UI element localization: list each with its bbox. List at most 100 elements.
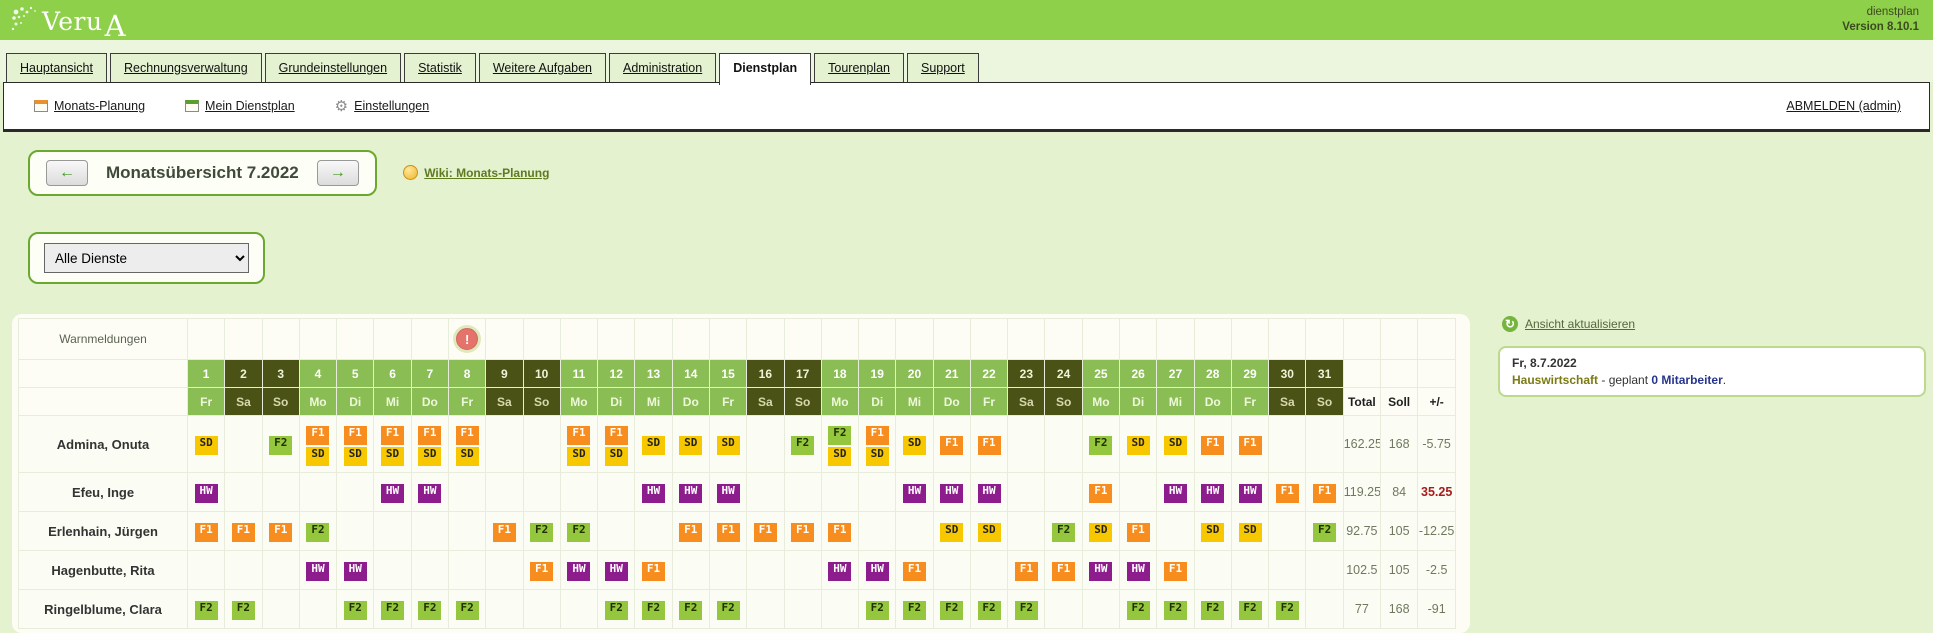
roster-cell[interactable]: HW [1193, 472, 1232, 512]
roster-cell[interactable] [373, 550, 412, 590]
roster-cell[interactable]: SD [1081, 511, 1121, 551]
roster-cell[interactable]: F2 [1081, 415, 1121, 473]
roster-cell[interactable] [522, 589, 561, 629]
roster-cell[interactable] [708, 550, 748, 590]
roster-cell[interactable] [932, 550, 971, 590]
tab-administration[interactable]: Administration [609, 53, 717, 82]
roster-cell[interactable]: F1 [1230, 415, 1270, 473]
roster-cell[interactable]: F2 [447, 589, 487, 629]
roster-cell[interactable]: F1 [671, 511, 710, 551]
roster-cell[interactable]: F1 [634, 550, 673, 590]
roster-cell[interactable] [485, 589, 524, 629]
roster-cell[interactable] [1119, 472, 1158, 512]
employee-name[interactable]: Efeu, Inge [18, 472, 188, 512]
roster-cell[interactable] [1007, 415, 1046, 473]
roster-cell[interactable]: F2 [1156, 589, 1195, 629]
roster-cell[interactable]: SD [895, 415, 934, 473]
roster-cell[interactable]: F1 [1156, 550, 1195, 590]
roster-cell[interactable] [746, 415, 785, 473]
wiki-link[interactable]: Wiki: Monats-Planung [424, 165, 550, 180]
roster-cell[interactable]: F2 [969, 589, 1009, 629]
roster-cell[interactable] [783, 589, 822, 629]
roster-cell[interactable]: HW [298, 550, 338, 590]
roster-cell[interactable] [634, 511, 673, 551]
roster-cell[interactable]: HW [820, 550, 860, 590]
prev-month-button[interactable]: ← [46, 160, 88, 186]
monats-planung-link[interactable]: Monats-Planung [54, 99, 146, 113]
tab-support[interactable]: Support [906, 53, 979, 82]
roster-cell[interactable]: F1 SD [447, 415, 487, 473]
roster-cell[interactable]: HW [1119, 550, 1158, 590]
roster-cell[interactable]: SD [708, 415, 748, 473]
roster-cell[interactable] [559, 589, 599, 629]
tab-dienstplan[interactable]: Dienstplan [719, 53, 812, 85]
employee-name[interactable]: Erlenhain, Jürgen [18, 511, 188, 551]
roster-cell[interactable]: HW [1156, 472, 1195, 512]
roster-cell[interactable]: F2 [1044, 511, 1083, 551]
roster-cell[interactable] [746, 472, 785, 512]
refresh-view-link[interactable]: Ansicht aktualisieren [1525, 317, 1636, 331]
next-month-button[interactable]: → [316, 160, 359, 186]
roster-cell[interactable]: F1 [522, 550, 561, 590]
roster-cell[interactable]: F1 SD [336, 415, 375, 473]
roster-cell[interactable] [447, 511, 487, 551]
roster-cell[interactable]: SD [186, 415, 226, 473]
roster-cell[interactable]: F2 [522, 511, 561, 551]
roster-cell[interactable] [336, 511, 375, 551]
tab-hauptansicht[interactable]: Hauptansicht [6, 53, 107, 82]
roster-cell[interactable]: F1 [820, 511, 860, 551]
roster-cell[interactable] [485, 472, 524, 512]
roster-cell[interactable]: F1 [708, 511, 748, 551]
roster-cell[interactable]: F1 [224, 511, 263, 551]
roster-cell[interactable]: HW [895, 472, 934, 512]
roster-cell[interactable]: HW [336, 550, 375, 590]
roster-cell[interactable]: HW [671, 472, 710, 512]
roster-cell[interactable] [224, 415, 263, 473]
tab-tourenplan[interactable]: Tourenplan [814, 53, 904, 82]
roster-cell[interactable]: F2 [1193, 589, 1232, 629]
roster-cell[interactable]: F2 [261, 415, 300, 473]
roster-cell[interactable] [485, 550, 524, 590]
roster-cell[interactable]: F2 [597, 589, 636, 629]
roster-cell[interactable] [261, 550, 300, 590]
roster-cell[interactable] [522, 472, 561, 512]
roster-cell[interactable] [1007, 511, 1046, 551]
roster-cell[interactable] [447, 472, 487, 512]
roster-cell[interactable] [1007, 472, 1046, 512]
mein-dienstplan-link[interactable]: Mein Dienstplan [205, 99, 295, 113]
roster-cell[interactable]: F1 SD [597, 415, 636, 473]
roster-cell[interactable]: HW [559, 550, 599, 590]
roster-cell[interactable]: F1 [1305, 472, 1344, 512]
roster-cell[interactable] [783, 472, 822, 512]
roster-cell[interactable]: F1 [261, 511, 300, 551]
tab-grundeinstellungen[interactable]: Grundeinstellungen [264, 53, 402, 82]
roster-cell[interactable]: HW [1081, 550, 1121, 590]
roster-cell[interactable]: F2 [895, 589, 934, 629]
roster-cell[interactable] [895, 511, 934, 551]
employee-name[interactable]: Admina, Onuta [18, 415, 188, 473]
roster-cell[interactable]: F2 [1230, 589, 1270, 629]
roster-cell[interactable] [597, 472, 636, 512]
roster-cell[interactable]: F2 [298, 511, 338, 551]
roster-cell[interactable]: F1 [1193, 415, 1232, 473]
roster-cell[interactable]: F1 SD [410, 415, 449, 473]
roster-cell[interactable]: HW [410, 472, 449, 512]
roster-cell[interactable]: F2 [671, 589, 710, 629]
roster-cell[interactable]: SD [671, 415, 710, 473]
roster-cell[interactable] [1305, 415, 1344, 473]
roster-cell[interactable] [485, 415, 524, 473]
roster-cell[interactable] [1081, 589, 1121, 629]
roster-cell[interactable] [298, 589, 338, 629]
roster-cell[interactable]: SD [634, 415, 673, 473]
roster-cell[interactable] [373, 511, 412, 551]
roster-cell[interactable]: HW [708, 472, 748, 512]
roster-cell[interactable]: F2 [1007, 589, 1046, 629]
roster-cell[interactable] [1305, 550, 1344, 590]
logout-link[interactable]: ABMELDEN (admin) [1786, 99, 1901, 113]
roster-cell[interactable]: HW [969, 472, 1009, 512]
roster-cell[interactable]: SD [1156, 415, 1195, 473]
tab-statistik[interactable]: Statistik [404, 53, 476, 82]
employee-name[interactable]: Hagenbutte, Rita [18, 550, 188, 590]
roster-cell[interactable] [1230, 550, 1270, 590]
roster-cell[interactable] [224, 472, 263, 512]
